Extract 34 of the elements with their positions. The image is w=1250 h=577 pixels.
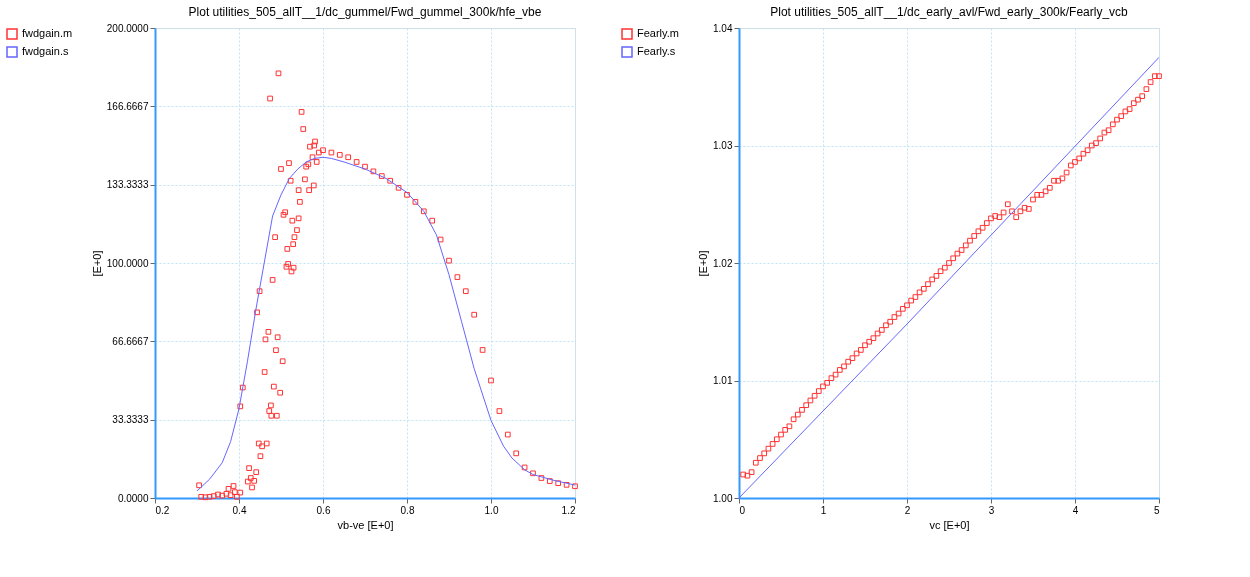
x-tick-label: 0.2 [155,504,170,516]
x-tick-label: 4 [1072,504,1079,516]
x-tick-label: 0.4 [232,504,247,516]
x-tick-label: 0 [739,504,746,516]
y-axis-title: [E+0] [90,250,103,277]
x-tick-label: 2 [904,504,911,516]
x-axis-title: vc [E+0] [929,518,970,531]
y-tick-label: 1.01 [713,375,733,386]
y-tick-label: 1.03 [713,140,733,151]
y-tick-label: 100.0000 [106,257,149,269]
y-tick-label: 1.00 [713,492,733,504]
x-tick-label: 0.8 [400,504,415,516]
y-tick-label: 133.3333 [106,179,149,191]
chart-title: Plot utilities_505_allT__1/dc_gummel/Fwd_gummel_300k/hfe_vbe [188,5,542,19]
y-tick-label: 200.0000 [106,22,149,34]
y-axis-title: [E+0] [697,250,710,277]
chart-title: Plot utilities_505_allT__1/dc_early_avl/Fwd_early_300k/Fearly_vcb [770,5,1129,19]
legend-label: fwdgain.m [22,27,73,39]
x-tick-label: 1.2 [561,504,576,516]
y-tick-label: 66.6667 [112,335,149,347]
x-tick-label: 3 [988,504,995,516]
x-tick-label: 5 [1153,504,1160,516]
y-tick-label: 1.02 [713,257,733,269]
legend-label: Fearly.s [637,45,676,57]
y-tick-label: 0.0000 [117,492,149,504]
x-tick-label: 1 [820,504,827,516]
legend-label: Fearly.m [637,27,679,39]
y-tick-label: 33.3333 [112,414,149,426]
y-tick-label: 1.04 [713,22,733,34]
legend-label: fwdgain.s [22,45,69,57]
x-tick-label: 1.0 [484,504,499,516]
x-tick-label: 0.6 [316,504,331,516]
x-axis-title: vb-ve [E+0] [337,518,394,531]
y-tick-label: 166.6667 [106,100,149,112]
